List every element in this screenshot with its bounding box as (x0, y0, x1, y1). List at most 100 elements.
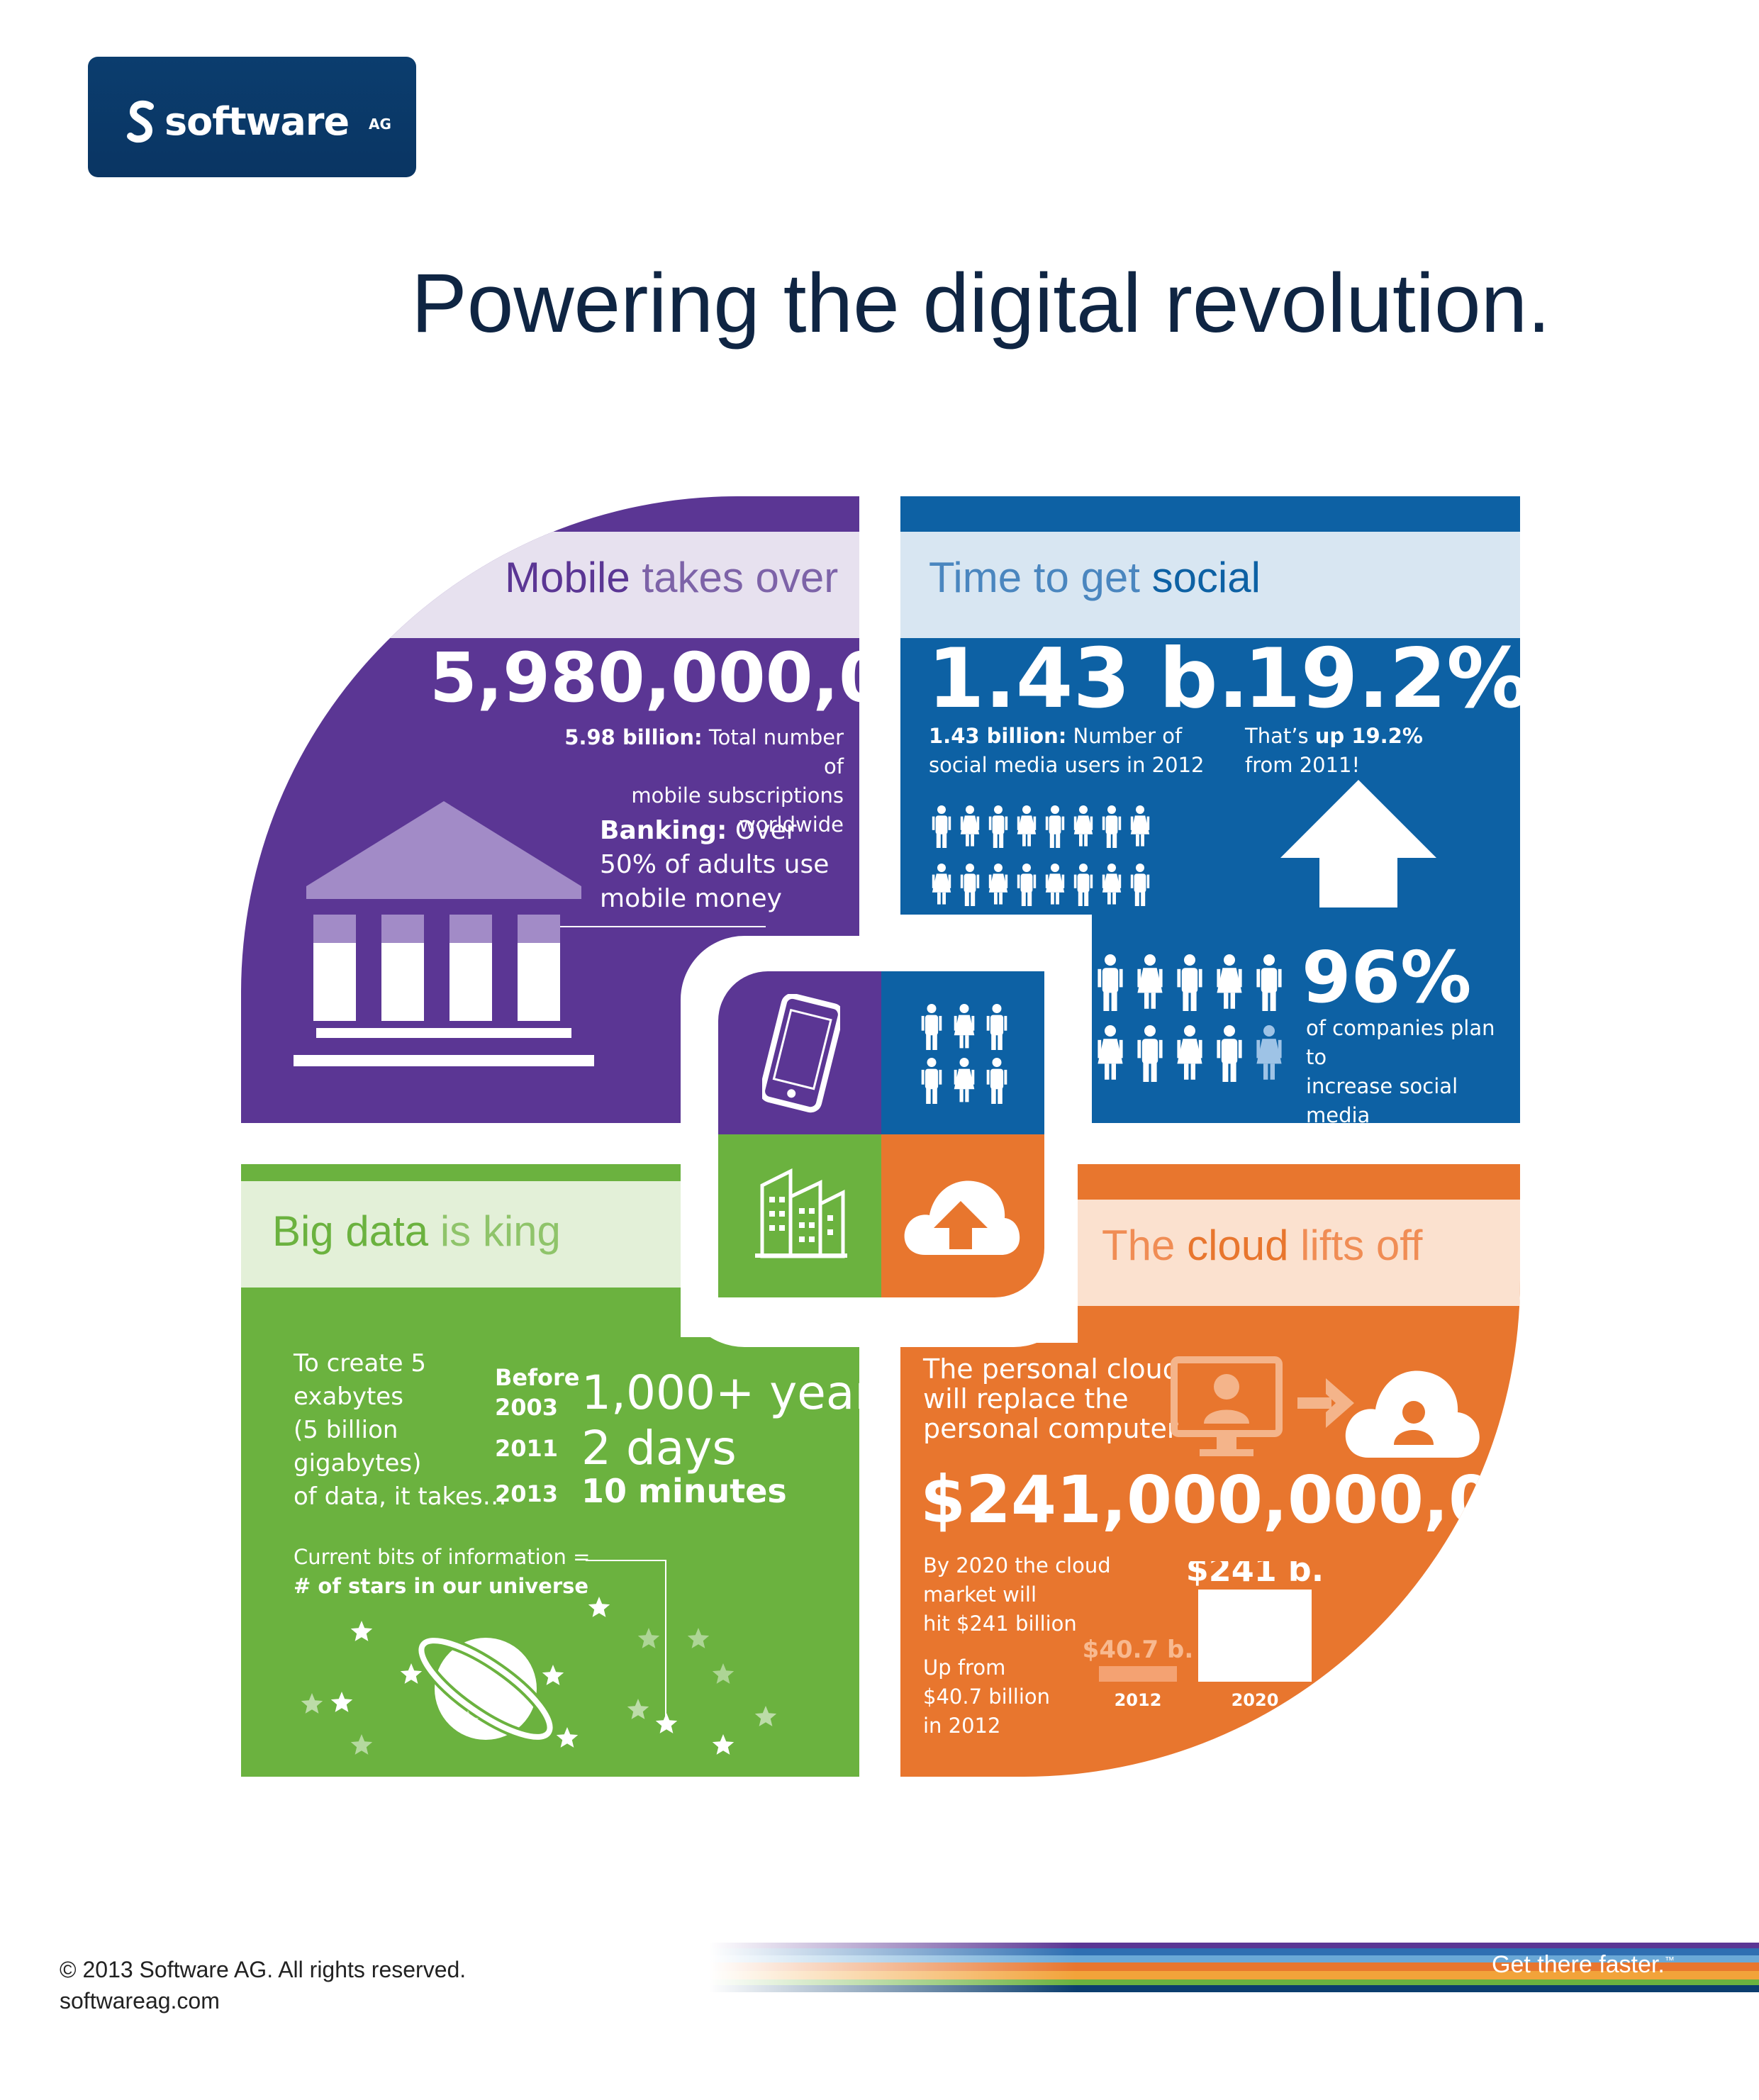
person-icon (986, 1058, 1007, 1104)
star-icon (400, 1663, 423, 1684)
bigdata-year-before-2003: Before 2003 (495, 1364, 580, 1421)
bigdata-intro: To create 5 exabytes (5 billion gigabyte… (294, 1349, 507, 1511)
person-icon (1098, 1025, 1123, 1080)
hub-mobile-tile[interactable] (718, 971, 881, 1134)
mobile-subscriptions-caption: 5.98 billion: Total number of mobile subs… (564, 725, 844, 837)
hub-bigdata-tile[interactable] (718, 1134, 881, 1297)
mobile-subscriptions-number: 5,980,000,000 (430, 638, 859, 717)
person-icon (1130, 864, 1150, 906)
bank-building-icon (294, 801, 594, 1066)
chart-bar-2020 (1198, 1590, 1312, 1682)
bigdata-value-10-minutes: 10 minutes (581, 1472, 787, 1510)
social-growth-caption: That’s up 19.2% from 2011! (1245, 724, 1423, 777)
star-icon (588, 1597, 610, 1617)
person-icon (1073, 805, 1093, 847)
social-companies-caption: of companies plan to increase social medi… (1306, 1016, 1495, 1123)
footer-copyright: © 2013 Software AG. All rights reserved. (60, 1957, 467, 1982)
social-companies-number: 96% (1302, 936, 1472, 1019)
social-users-caption: 1.43 billion: Number of social media user… (929, 724, 1205, 777)
people-icon (932, 805, 1150, 906)
chart-value-label: $40.7 b. (1083, 1636, 1194, 1664)
person-icon (1017, 864, 1037, 906)
person-icon (1137, 954, 1163, 1009)
bank-column (313, 915, 356, 1021)
person-icon (960, 864, 980, 906)
person-icon (986, 1004, 1007, 1050)
social-users-number: 1.43 b. (927, 631, 1249, 727)
person-icon (1177, 1025, 1202, 1080)
bigdata-stars-caption: Current bits of information = # of stars … (294, 1545, 591, 1598)
people-group-icon (921, 1004, 1007, 1104)
person-icon (1177, 954, 1202, 1011)
stars-leader-line-v (665, 1560, 666, 1724)
bigdata-heading: Big data is king (272, 1207, 561, 1255)
footer-tagline: Get there faster.™ (1492, 1951, 1675, 1978)
person-icon (1102, 805, 1122, 848)
person-icon (1102, 864, 1122, 905)
logo-wordmark: software (164, 99, 350, 144)
star-icon (457, 1710, 479, 1731)
person-icon (1256, 954, 1282, 1011)
mobile-panel: Mobile takes over 5,980,000,000 5.98 bil… (241, 496, 859, 1123)
person-icon (960, 805, 980, 847)
star-field (301, 1597, 777, 1755)
star-icon (350, 1621, 373, 1641)
mobile-banking-text: Banking: Over 50% of adults use mobile m… (600, 816, 830, 913)
star-icon (637, 1628, 660, 1648)
cloud-market-number: $241,000,000,000 (920, 1462, 1520, 1538)
person-icon (932, 805, 951, 848)
hub-cloud-tile[interactable] (881, 1134, 1044, 1297)
cloud-upload-icon (904, 1180, 1020, 1255)
person-icon (921, 1058, 942, 1104)
footer-url[interactable]: softwareag.com (60, 1988, 220, 2014)
social-growth-number: 19.2% (1244, 631, 1520, 727)
bigdata-year-2013: 2013 (495, 1480, 559, 1507)
star-icon (350, 1734, 373, 1755)
buildings-icon (755, 1168, 847, 1258)
color-stripes (709, 1943, 1759, 1992)
person-icon (1217, 1025, 1242, 1082)
bigdata-value-1000-years: 1,000+ years (581, 1365, 859, 1420)
chart-category-label: 2020 (1232, 1690, 1279, 1710)
person-icon (1017, 805, 1037, 847)
bank-column (518, 915, 560, 1021)
arrow-right-icon (1297, 1378, 1354, 1428)
cloud-by2020-text: By 2020 the cloud market will hit $241 bil… (923, 1553, 1111, 1636)
star-icon (712, 1663, 735, 1684)
star-icon (687, 1628, 710, 1648)
social-heading: Time to get social (929, 554, 1261, 601)
person-icon (988, 805, 1008, 848)
person-icon (932, 864, 951, 905)
person-icon (1045, 805, 1065, 848)
up-arrow-icon (1280, 780, 1436, 907)
banking-leader-line (546, 926, 766, 927)
hub-social-tile[interactable] (881, 971, 1044, 1134)
star-icon (712, 1734, 735, 1755)
person-icon (1217, 954, 1242, 1009)
star-icon (301, 1693, 323, 1714)
cloud-user-icon (1345, 1370, 1480, 1458)
chart-bar-2012 (1099, 1666, 1177, 1682)
person-icon (1137, 1025, 1163, 1082)
mobile-heading-band (241, 532, 859, 638)
person-icon (954, 1058, 975, 1102)
person-icon (1045, 864, 1065, 905)
cloud-upfrom-text: Up from $40.7 billion in 2012 (923, 1655, 1050, 1738)
person-icon (1256, 1025, 1282, 1080)
person-icon (954, 1004, 975, 1049)
star-icon (754, 1706, 777, 1726)
mobile-heading: Mobile takes over (505, 554, 839, 601)
social-heading-band (900, 532, 1520, 638)
bigdata-year-2011: 2011 (495, 1435, 559, 1462)
star-icon (627, 1699, 649, 1719)
cloud-market-chart: $40.7 b. 2012 $241 b. 2020 (1083, 1561, 1324, 1710)
bigdata-value-2-days: 2 days (581, 1421, 737, 1475)
chart-value-label: $241 b. (1186, 1561, 1324, 1589)
chart-category-label: 2012 (1115, 1690, 1162, 1710)
cloud-heading: The cloud lifts off (1102, 1222, 1423, 1269)
bank-column (449, 915, 492, 1021)
bank-column (381, 915, 424, 1021)
smartphone-icon (762, 994, 840, 1113)
star-icon (655, 1713, 678, 1733)
star-icon (556, 1727, 579, 1748)
